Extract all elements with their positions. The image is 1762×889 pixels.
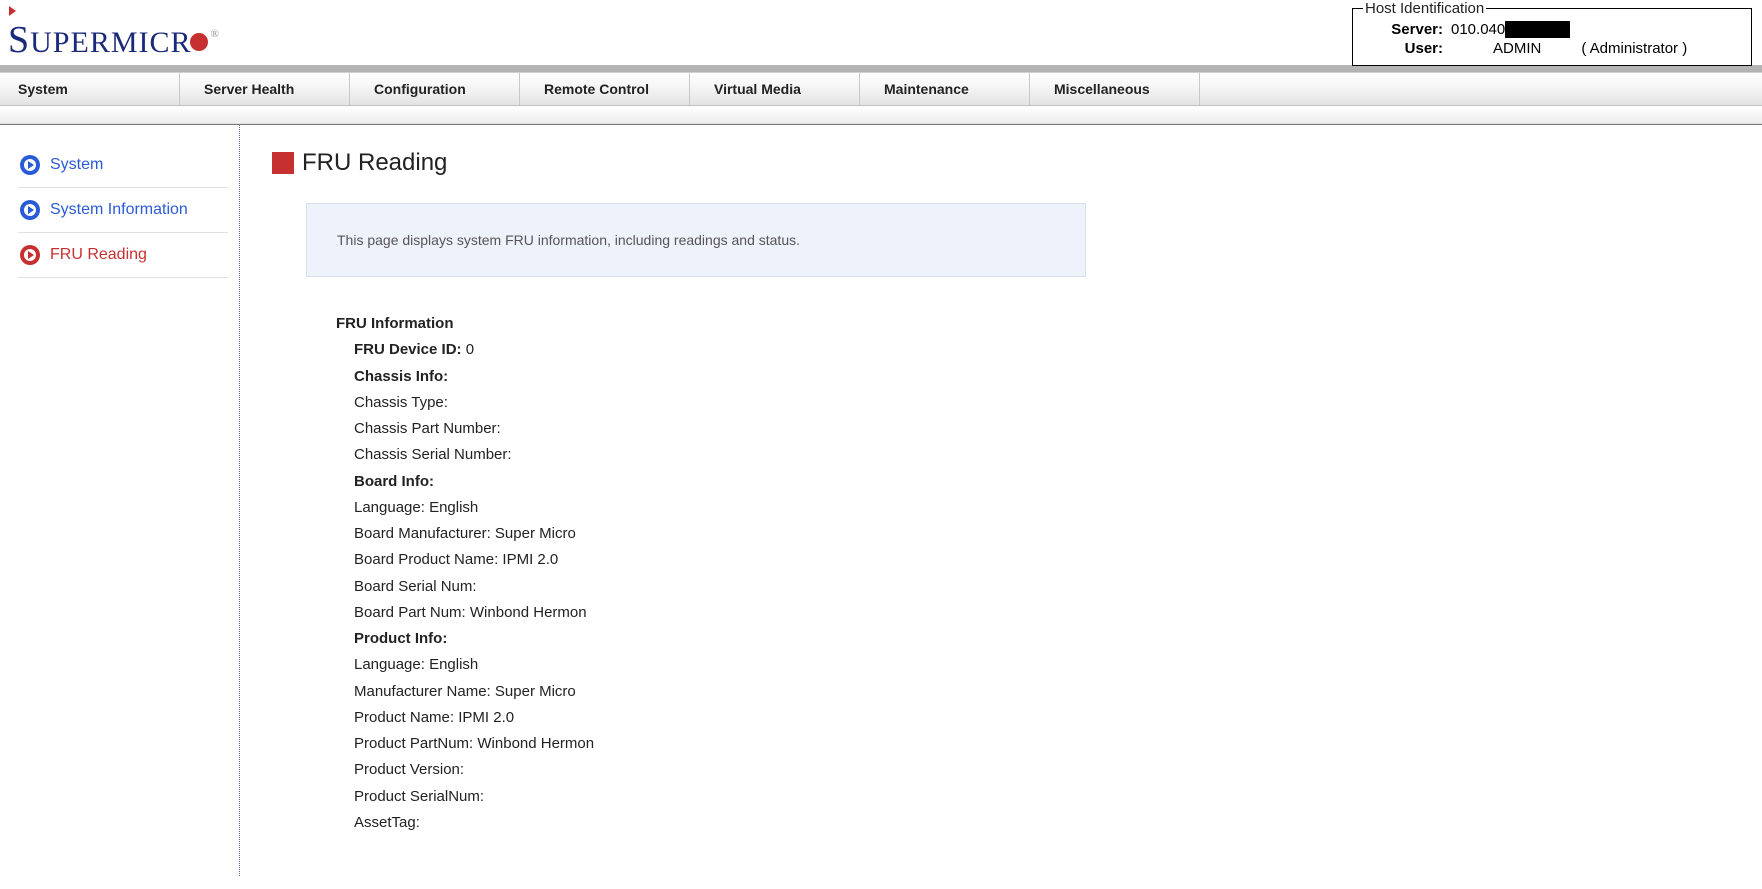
nav-configuration[interactable]: Configuration	[350, 73, 520, 105]
arrow-right-icon	[20, 155, 40, 175]
nav-maintenance[interactable]: Maintenance	[860, 73, 1030, 105]
board-serial-num: Board Serial Num:	[354, 574, 1722, 600]
info-box: This page displays system FRU informatio…	[306, 203, 1086, 277]
chassis-part-number: Chassis Part Number:	[354, 416, 1722, 442]
fru-section-title: FRU Information	[336, 311, 1722, 337]
sidebar: System System Information FRU Reading	[0, 125, 240, 876]
host-id-role: ( Administrator )	[1581, 40, 1687, 57]
board-product-name: Board Product Name: IPMI 2.0	[354, 547, 1722, 573]
sidebar-item-system-information[interactable]: System Information	[18, 188, 228, 233]
sidebar-item-label: System Information	[50, 201, 188, 219]
board-part-num: Board Part Num: Winbond Hermon	[354, 600, 1722, 626]
host-id-server-label: Server:	[1363, 21, 1443, 38]
nav-server-health[interactable]: Server Health	[180, 73, 350, 105]
page-heading: FRU Reading	[272, 149, 1722, 177]
brand-logo: SUPERMICR®	[8, 18, 220, 62]
arrow-right-icon	[20, 245, 40, 265]
chassis-serial-number: Chassis Serial Number:	[354, 442, 1722, 468]
arrow-right-icon	[20, 200, 40, 220]
page-title: FRU Reading	[302, 149, 447, 177]
host-id-user-label: User:	[1363, 40, 1443, 57]
header: SUPERMICR® Host Identification Server: 0…	[0, 0, 1762, 65]
board-heading: Board Info:	[354, 469, 1722, 495]
topnav: System Server Health Configuration Remot…	[0, 72, 1762, 106]
brand-dot-icon	[190, 33, 208, 51]
sidebar-item-label: System	[50, 156, 103, 174]
redacted-block	[1505, 21, 1570, 38]
board-language: Language: English	[354, 495, 1722, 521]
host-id-user-value: ADMIN	[1493, 40, 1541, 57]
sidebar-item-label: FRU Reading	[50, 246, 147, 264]
product-manufacturer-name: Manufacturer Name: Super Micro	[354, 679, 1722, 705]
nav-virtual-media[interactable]: Virtual Media	[690, 73, 860, 105]
product-partnum: Product PartNum: Winbond Hermon	[354, 731, 1722, 757]
host-id-server-value: 010.040	[1451, 21, 1505, 38]
host-identification-box: Host Identification Server: 010.040 User…	[1352, 0, 1752, 66]
chassis-type: Chassis Type:	[354, 390, 1722, 416]
nav-remote-control[interactable]: Remote Control	[520, 73, 690, 105]
fru-device-id: FRU Device ID: 0	[354, 337, 1722, 363]
content: FRU Reading This page displays system FR…	[240, 125, 1762, 876]
product-name: Product Name: IPMI 2.0	[354, 705, 1722, 731]
sidebar-item-system[interactable]: System	[18, 149, 228, 188]
fru-block: FRU Information FRU Device ID: 0 Chassis…	[336, 311, 1722, 836]
topnav-container: System Server Health Configuration Remot…	[0, 65, 1762, 125]
arrow-right-icon	[272, 152, 294, 174]
product-serialnum: Product SerialNum:	[354, 784, 1722, 810]
body: System System Information FRU Reading FR…	[0, 125, 1762, 876]
chassis-heading: Chassis Info:	[354, 364, 1722, 390]
topnav-bottom-strip	[0, 106, 1762, 124]
nav-miscellaneous[interactable]: Miscellaneous	[1030, 73, 1200, 105]
product-language: Language: English	[354, 652, 1722, 678]
product-assettag: AssetTag:	[354, 810, 1722, 836]
product-heading: Product Info:	[354, 626, 1722, 652]
host-id-title: Host Identification	[1363, 0, 1486, 17]
nav-system[interactable]: System	[0, 73, 180, 105]
product-version: Product Version:	[354, 757, 1722, 783]
sidebar-item-fru-reading[interactable]: FRU Reading	[18, 233, 228, 278]
board-manufacturer: Board Manufacturer: Super Micro	[354, 521, 1722, 547]
